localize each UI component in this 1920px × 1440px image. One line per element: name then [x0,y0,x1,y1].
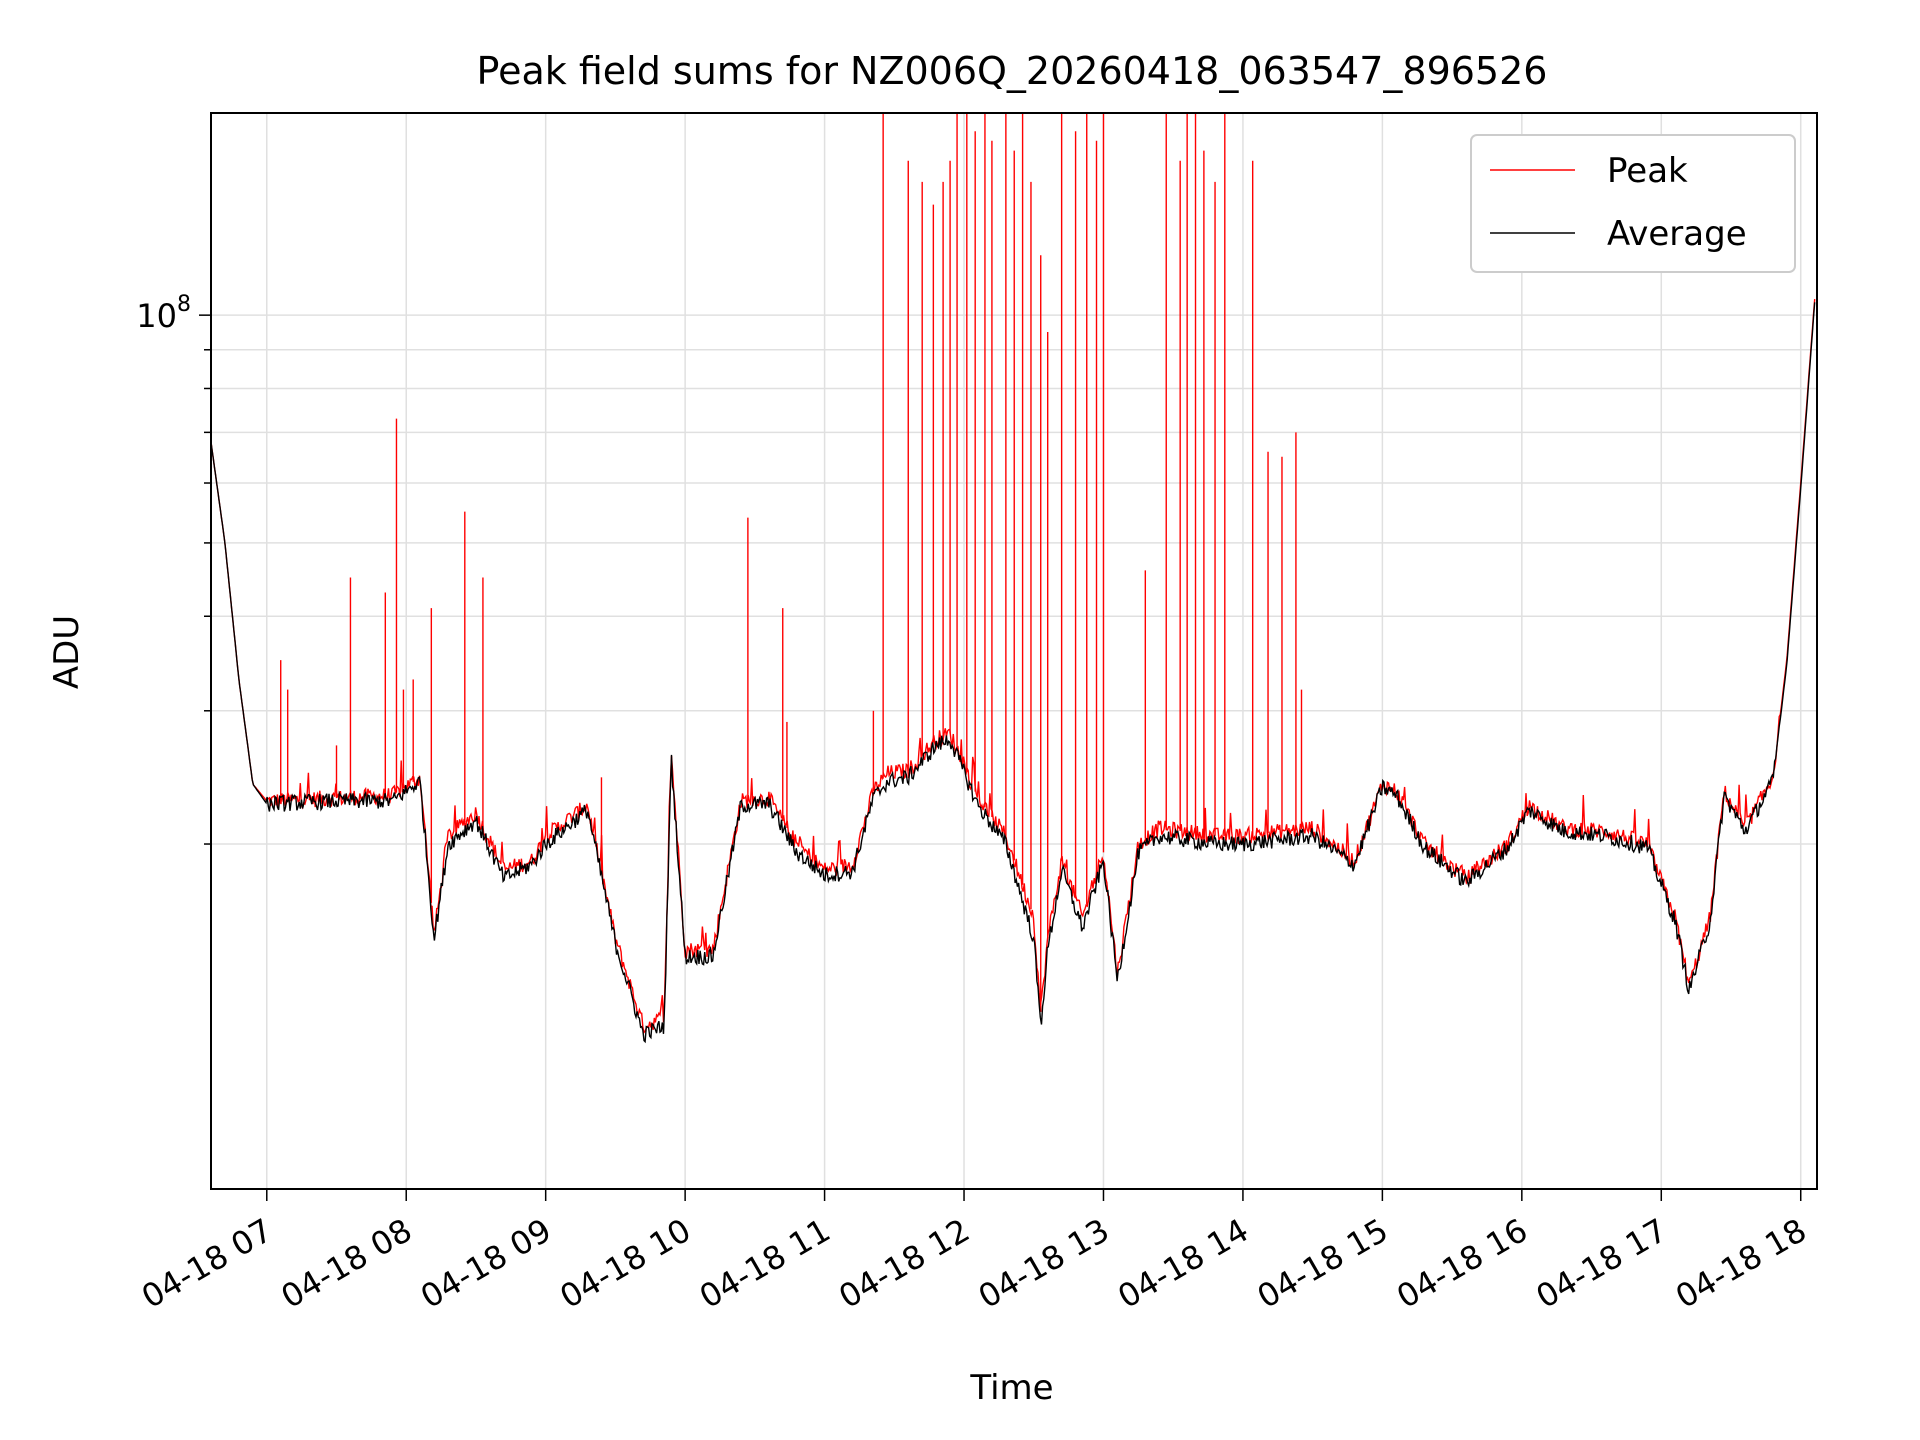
legend: Peak Average [1470,134,1796,273]
legend-label-peak: Peak [1607,151,1688,191]
plot-series [211,113,1816,1044]
x-tick-label: 04-18 14 [1111,1211,1255,1316]
x-axis-label: Time [969,1368,1053,1408]
x-tick-label: 04-18 17 [1530,1211,1674,1316]
x-tick-label: 04-18 11 [693,1211,837,1316]
x-tick-label: 04-18 07 [135,1211,279,1316]
plot-frame [210,112,1818,1190]
x-tick-label: 04-18 10 [554,1211,698,1316]
x-tick-label: 04-18 09 [414,1211,558,1316]
y-tick-exponent: 8 [177,292,191,317]
series-line-average [211,302,1816,1044]
x-tick-label: 04-18 13 [972,1211,1116,1316]
y-axis-label: ADU [47,615,87,689]
x-tick-label: 04-18 18 [1669,1211,1813,1316]
y-axis: 108 [136,292,211,845]
x-tick-label: 04-18 08 [275,1211,419,1316]
legend-label-average: Average [1607,214,1747,254]
x-tick-label: 04-18 12 [832,1211,976,1316]
chart-title: Peak field sums for NZ006Q_20260418_0635… [477,49,1548,93]
series-line-peak [211,299,1816,1035]
series-peak [211,113,1816,1035]
x-tick-label: 04-18 16 [1390,1211,1534,1316]
y-tick-label: 108 [136,292,191,335]
x-tick-label: 04-18 15 [1251,1211,1395,1316]
y-tick-base: 10 [136,297,177,335]
series-average [211,302,1816,1044]
